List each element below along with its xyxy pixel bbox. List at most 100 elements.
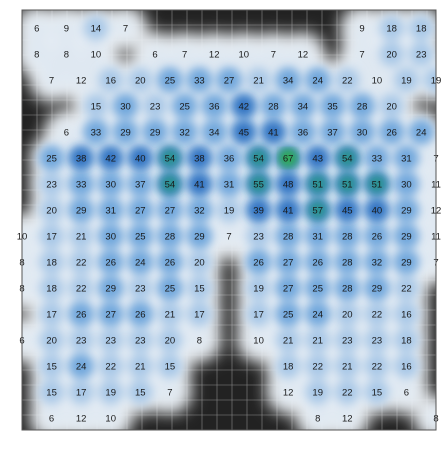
pressure-blob bbox=[189, 174, 210, 194]
cell-value-label: 36 bbox=[209, 102, 220, 113]
pressure-blob bbox=[39, 198, 64, 222]
cell-value-label: 20 bbox=[46, 206, 57, 217]
cell-value-label: 27 bbox=[135, 206, 146, 217]
pressure-blob bbox=[173, 95, 196, 117]
pressure-blob bbox=[233, 122, 254, 142]
pressure-blob bbox=[336, 277, 359, 299]
pressure-blob bbox=[128, 68, 153, 92]
pressure-blob bbox=[66, 65, 97, 95]
cell-value-label: 17 bbox=[194, 310, 205, 321]
cell-value-label: 27 bbox=[283, 284, 294, 295]
pressure-blob bbox=[39, 354, 64, 378]
pressure-blob bbox=[39, 172, 64, 196]
pressure-blob bbox=[305, 328, 330, 352]
pressure-blob bbox=[36, 403, 67, 430]
pressure-blob bbox=[365, 225, 388, 247]
cell-value-label: 54 bbox=[342, 154, 353, 165]
cell-value-label: 23 bbox=[76, 336, 87, 347]
pressure-blob bbox=[80, 39, 111, 69]
cell-value-label: 41 bbox=[268, 128, 279, 139]
pressure-blob bbox=[110, 13, 141, 43]
cell-value-label: 18 bbox=[401, 336, 412, 347]
cell-value-label: 30 bbox=[120, 102, 131, 113]
cell-value-label: 32 bbox=[194, 206, 205, 217]
pressure-blob bbox=[395, 173, 418, 195]
pressure-blob bbox=[187, 250, 212, 274]
cell-value-label: 41 bbox=[283, 206, 294, 217]
cell-value-label: 23 bbox=[372, 336, 383, 347]
cell-value-label: 23 bbox=[150, 102, 161, 113]
cell-value-label: 25 bbox=[165, 284, 176, 295]
pressure-blob bbox=[335, 302, 360, 326]
pressure-blob bbox=[277, 251, 300, 273]
pressure-blob bbox=[336, 251, 359, 273]
pressure-blob bbox=[70, 303, 93, 325]
pressure-blob bbox=[305, 380, 330, 404]
cell-value-label: 15 bbox=[46, 362, 57, 373]
cell-value-label: 24 bbox=[416, 128, 427, 139]
cell-value-label: 20 bbox=[386, 102, 397, 113]
pressure-blob bbox=[395, 225, 418, 247]
cell-value-label: 28 bbox=[165, 232, 176, 243]
cell-value-label: 26 bbox=[76, 310, 87, 321]
pressure-blob bbox=[128, 380, 153, 404]
pressure-blob bbox=[99, 251, 122, 273]
cell-value-label: 9 bbox=[359, 24, 364, 35]
pressure-blob bbox=[394, 328, 419, 352]
cell-value-label: 27 bbox=[224, 76, 235, 87]
pressure-blob bbox=[203, 95, 226, 117]
pressure-blob bbox=[169, 39, 200, 69]
pressure-blob bbox=[306, 303, 329, 325]
cell-value-label: 42 bbox=[238, 102, 249, 113]
cell-value-label: 42 bbox=[105, 154, 116, 165]
cell-value-label: 22 bbox=[401, 284, 412, 295]
cell-value-label: 40 bbox=[135, 154, 146, 165]
pressure-blob bbox=[157, 354, 182, 378]
pressure-blob bbox=[409, 42, 434, 66]
cell-value-label: 23 bbox=[253, 232, 264, 243]
cell-value-label: 18 bbox=[416, 24, 427, 35]
cell-value-label: 22 bbox=[76, 284, 87, 295]
pressure-blob bbox=[158, 277, 181, 299]
pressure-blob bbox=[233, 96, 254, 116]
cell-value-label: 45 bbox=[342, 206, 353, 217]
cell-value-label: 36 bbox=[298, 128, 309, 139]
cell-value-label: 23 bbox=[342, 336, 353, 347]
pressure-blob bbox=[157, 328, 182, 352]
pressure-blob bbox=[249, 149, 268, 167]
pressure-blob bbox=[51, 13, 82, 43]
cell-value-label: 40 bbox=[372, 206, 383, 217]
cell-value-label: 12 bbox=[76, 414, 87, 425]
pressure-blob bbox=[335, 354, 360, 378]
cell-value-label: 28 bbox=[357, 102, 368, 113]
cell-value-label: 23 bbox=[416, 50, 427, 61]
cell-value-label: 37 bbox=[135, 180, 146, 191]
pressure-blob bbox=[84, 121, 107, 143]
cell-value-label: 16 bbox=[401, 362, 412, 373]
pressure-blob bbox=[395, 147, 418, 169]
cell-value-label: 29 bbox=[150, 128, 161, 139]
cell-value-label: 38 bbox=[194, 154, 205, 165]
pressure-blob bbox=[364, 302, 389, 326]
pressure-blob bbox=[22, 221, 37, 251]
cell-value-label: 26 bbox=[386, 128, 397, 139]
pressure-blob bbox=[410, 121, 433, 143]
cell-value-label: 51 bbox=[372, 180, 383, 191]
pressure-blob bbox=[69, 224, 94, 248]
cell-value-label: 51 bbox=[312, 180, 323, 191]
cell-value-label: 17 bbox=[76, 388, 87, 399]
pressure-blob bbox=[188, 225, 211, 247]
cell-value-label: 34 bbox=[209, 128, 220, 139]
cell-value-label: 54 bbox=[253, 154, 264, 165]
pressure-blob bbox=[306, 277, 329, 299]
cell-value-label: 51 bbox=[342, 180, 353, 191]
pressure-blob bbox=[143, 94, 168, 118]
pressure-blob bbox=[421, 169, 436, 199]
cell-value-label: 27 bbox=[283, 258, 294, 269]
pressure-blob bbox=[157, 302, 182, 326]
pressure-blob bbox=[69, 276, 94, 300]
pressure-blob bbox=[188, 199, 211, 221]
cell-value-label: 8 bbox=[34, 50, 39, 61]
cell-value-label: 21 bbox=[283, 336, 294, 347]
